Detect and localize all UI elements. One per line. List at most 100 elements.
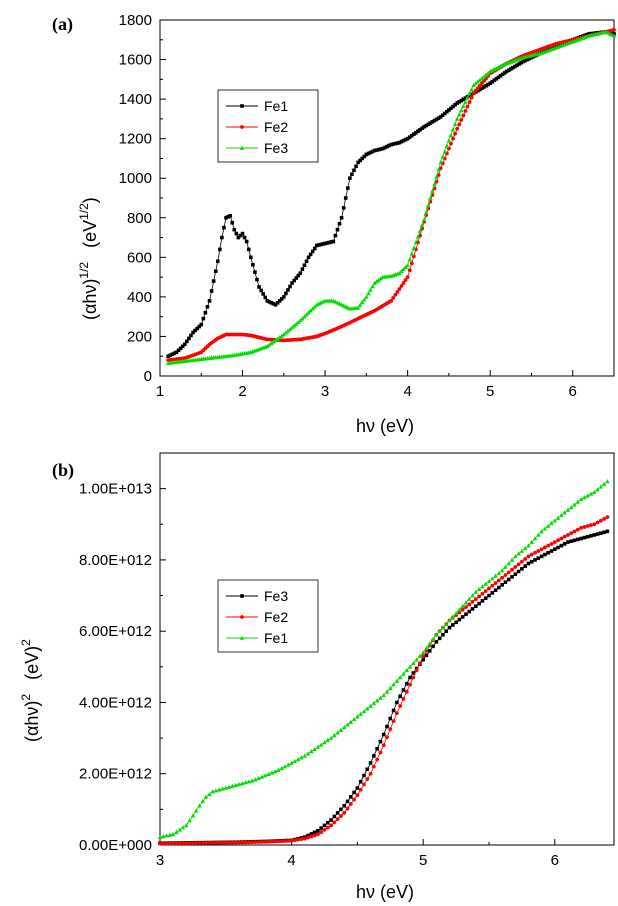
data-point-fe3 — [450, 127, 456, 132]
data-point-fe1 — [384, 689, 390, 694]
data-point-fe3 — [365, 767, 370, 772]
data-point-fe2 — [335, 817, 340, 822]
data-point-fe1 — [343, 196, 348, 200]
data-point-fe3 — [421, 657, 425, 662]
data-point-fe2 — [250, 840, 255, 845]
data-point-fe1 — [393, 141, 398, 146]
data-point-fe2 — [237, 840, 241, 845]
data-point-fe2 — [204, 841, 208, 845]
data-point-fe1 — [215, 259, 220, 264]
data-point-fe1 — [578, 496, 584, 502]
data-point-fe3 — [510, 575, 514, 579]
data-point-fe3 — [431, 644, 435, 649]
data-point-fe3 — [388, 716, 393, 721]
data-point-fe2 — [459, 117, 464, 122]
data-point-fe1 — [469, 92, 474, 97]
data-point-fe1 — [223, 785, 228, 790]
data-point-fe3 — [463, 99, 468, 104]
data-point-fe1 — [504, 69, 509, 74]
data-point-fe1 — [207, 791, 212, 797]
data-point-fe3 — [370, 284, 375, 289]
panel-a-ylabel-unit-exp: 1/2 — [77, 203, 91, 220]
data-point-fe1 — [442, 111, 447, 116]
data-point-fe2 — [523, 557, 528, 561]
svg-text:(αhν)1/2(eV1/2): (αhν)1/2(eV1/2) — [77, 197, 100, 320]
data-point-fe1 — [185, 339, 189, 344]
data-point-fe1 — [411, 660, 416, 666]
data-point-fe3 — [430, 188, 435, 193]
data-point-fe1 — [420, 126, 424, 131]
data-point-fe1 — [312, 746, 317, 752]
data-point-fe1 — [170, 831, 176, 837]
data-point-fe3 — [329, 818, 333, 822]
data-point-fe1 — [300, 267, 305, 271]
data-point-fe2 — [371, 764, 376, 769]
data-point-fe2 — [345, 806, 350, 811]
data-point-fe1 — [476, 586, 482, 592]
data-point-fe2 — [378, 750, 383, 755]
data-point-fe1 — [321, 242, 325, 246]
data-point-fe3 — [381, 732, 386, 737]
data-point-fe2 — [467, 602, 472, 607]
data-point-fe3 — [289, 325, 295, 330]
data-point-fe2 — [533, 550, 537, 555]
data-point-fe2 — [585, 524, 590, 528]
data-point-fe2 — [409, 261, 414, 266]
data-point-fe2 — [572, 529, 577, 534]
data-point-fe3 — [470, 607, 475, 611]
data-point-fe1 — [366, 151, 371, 156]
data-point-fe2 — [539, 547, 544, 552]
data-point-fe1 — [399, 139, 404, 144]
svg-text:(αhν)2(eV)2: (αhν)2(eV)2 — [19, 639, 42, 742]
data-point-fe2 — [401, 281, 406, 285]
data-point-fe3 — [283, 330, 289, 335]
data-point-fe2 — [233, 840, 238, 845]
data-point-fe1 — [220, 786, 225, 791]
series-line-fe3 — [168, 31, 615, 364]
data-point-fe3 — [559, 543, 564, 548]
data-point-fe2 — [399, 284, 404, 288]
data-point-fe3 — [285, 328, 291, 333]
data-point-fe2 — [358, 787, 363, 792]
data-point-fe1 — [414, 657, 419, 662]
panel-b-label: (b) — [52, 460, 74, 481]
data-point-fe1 — [325, 241, 329, 245]
data-point-fe2 — [552, 540, 557, 544]
data-point-fe3 — [378, 276, 384, 281]
data-point-fe2 — [332, 820, 337, 825]
data-point-fe1 — [498, 74, 503, 78]
data-point-fe1 — [256, 775, 261, 780]
data-point-fe1 — [509, 67, 513, 71]
data-point-fe1 — [511, 65, 515, 70]
data-point-fe1 — [240, 231, 245, 236]
data-point-fe1 — [457, 100, 462, 104]
data-point-fe3 — [549, 549, 554, 553]
data-point-fe3 — [477, 77, 483, 82]
data-point-fe3 — [572, 538, 577, 543]
data-point-fe3 — [461, 103, 466, 109]
data-point-fe2 — [391, 295, 396, 300]
data-point-fe2 — [283, 839, 287, 843]
data-point-fe3 — [395, 700, 399, 705]
data-point-fe2 — [312, 833, 317, 838]
data-point-fe1 — [305, 751, 311, 756]
data-point-fe1 — [197, 324, 202, 329]
data-point-fe2 — [243, 840, 248, 845]
y-tick-label: 1.00E+013 — [79, 481, 152, 498]
data-point-fe1 — [177, 827, 182, 832]
legend-label-fe2: Fe2 — [264, 609, 288, 625]
data-point-fe1 — [312, 246, 317, 251]
data-point-fe3 — [497, 585, 501, 590]
data-point-fe1 — [284, 291, 288, 296]
data-point-fe1 — [376, 147, 381, 152]
data-point-fe1 — [182, 342, 187, 347]
legend-label-fe3: Fe3 — [264, 588, 288, 604]
data-point-fe1 — [243, 780, 248, 785]
data-point-fe3 — [444, 629, 449, 633]
data-point-fe1 — [253, 270, 257, 274]
data-point-fe1 — [328, 735, 334, 740]
data-point-fe1 — [417, 653, 423, 658]
data-point-fe3 — [404, 681, 409, 686]
data-point-fe3 — [436, 167, 441, 172]
data-point-fe1 — [414, 130, 418, 135]
